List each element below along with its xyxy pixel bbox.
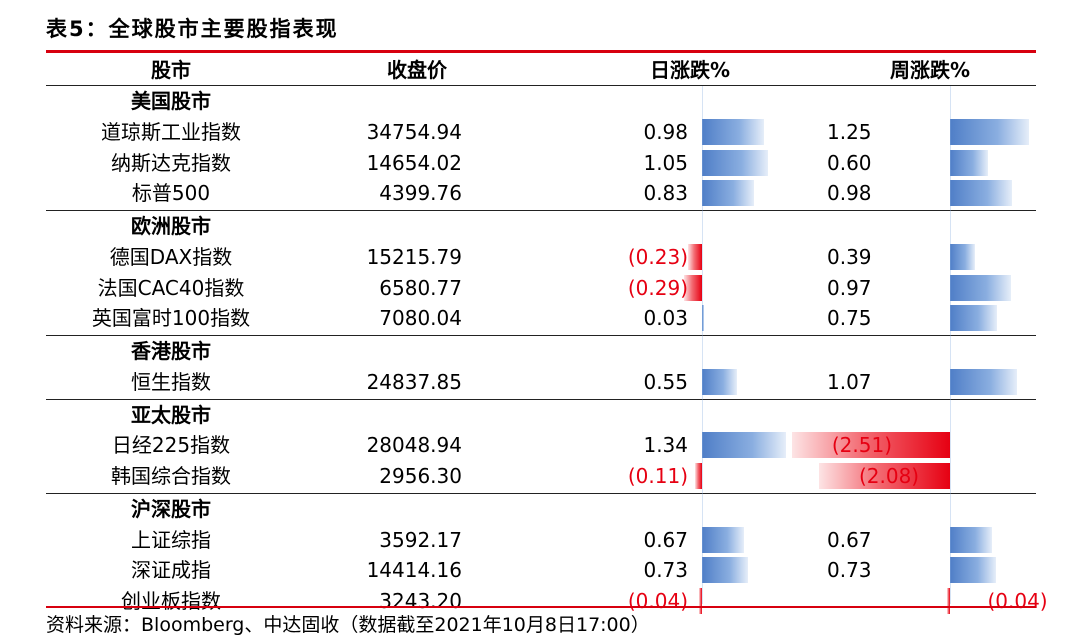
index-name: 法国CAC40指数: [97, 275, 245, 300]
index-name: 创业板指数: [121, 589, 221, 613]
daily-change-label: 1.05: [643, 150, 688, 175]
daily-change-label: 0.98: [643, 119, 688, 144]
weekly-change-label: (2.08): [858, 464, 920, 488]
header-close: 收盘价: [387, 58, 447, 82]
group-heading: 亚太股市: [131, 402, 211, 427]
index-name: 纳斯达克指数: [111, 150, 231, 175]
daily-bar: [687, 243, 702, 270]
daily-change-label: (0.11): [627, 464, 688, 488]
close-price: 28048.94: [366, 433, 462, 458]
weekly-zero-axis: [950, 86, 951, 604]
daily-bar: [702, 180, 755, 207]
close-price: 34754.94: [366, 119, 462, 144]
close-price: 7080.04: [379, 306, 462, 331]
group-heading: 香港股市: [131, 339, 211, 363]
close-price: 4399.76: [379, 181, 462, 206]
weekly-bar: [950, 368, 1018, 395]
index-name: 道琼斯工业指数: [101, 119, 241, 144]
daily-bar: [683, 274, 702, 301]
header-weekly: 周涨跌%: [889, 58, 971, 82]
close-price: 3243.20: [379, 589, 462, 613]
weekly-change-label: 0.60: [827, 150, 872, 175]
weekly-change-label: 0.73: [827, 558, 872, 583]
daily-bar: [702, 368, 737, 395]
daily-change-label: 1.34: [643, 433, 688, 458]
weekly-bar: [950, 149, 988, 176]
weekly-change-label: 0.98: [827, 181, 872, 206]
index-name: 韩国综合指数: [111, 464, 231, 488]
group-heading: 欧洲股市: [131, 214, 211, 238]
daily-change-label: 0.55: [643, 369, 688, 394]
daily-change-label: 0.73: [643, 558, 688, 583]
group-heading: 沪深股市: [131, 496, 211, 521]
daily-change-label: (0.04): [627, 589, 688, 613]
index-name: 恒生指数: [131, 369, 211, 394]
group-separator: [46, 492, 1036, 494]
weekly-bar: [950, 274, 1012, 301]
weekly-change-label: (2.51): [831, 433, 892, 458]
weekly-change-label: 0.97: [827, 275, 872, 300]
daily-change-label: (0.29): [627, 275, 688, 300]
close-price: 6580.77: [379, 275, 462, 300]
index-name: 深证成指: [131, 558, 211, 583]
top-red-rule: [46, 50, 1036, 53]
weekly-change-label: (0.04): [987, 589, 1048, 613]
weekly-change-label: 1.07: [827, 369, 872, 394]
index-name: 上证综指: [131, 527, 211, 552]
index-name: 英国富时100指数: [91, 306, 251, 331]
weekly-bar: [950, 557, 996, 584]
weekly-change-label: 0.75: [827, 306, 872, 331]
weekly-bar: [950, 118, 1029, 145]
close-price: 14654.02: [366, 150, 462, 175]
weekly-change-label: 1.25: [827, 119, 872, 144]
table-title: 表5：全球股市主要股指表现: [46, 17, 339, 41]
index-name: 日经225指数: [111, 433, 231, 458]
group-heading: 美国股市: [131, 89, 211, 113]
daily-change-label: (0.23): [627, 244, 688, 269]
group-separator: [46, 398, 1036, 400]
close-price: 2956.30: [379, 464, 462, 488]
weekly-change-label: 0.39: [827, 244, 872, 269]
daily-change-label: 0.67: [643, 527, 688, 552]
weekly-bar: [818, 463, 950, 489]
daily-change-label: 0.03: [643, 306, 688, 331]
close-price: 14414.16: [366, 558, 462, 583]
bottom-red-rule: [46, 606, 1036, 608]
weekly-bar: [950, 526, 993, 553]
daily-change-label: 0.83: [643, 181, 688, 206]
daily-zero-axis: [702, 86, 703, 604]
weekly-bar: [791, 432, 950, 459]
index-name: 标普500: [131, 181, 211, 206]
close-price: 3592.17: [379, 527, 462, 552]
daily-bar: [702, 557, 748, 584]
daily-bar: [702, 118, 764, 145]
weekly-bar: [950, 243, 975, 270]
daily-bar: [702, 149, 769, 176]
header-daily: 日涨跌%: [649, 58, 731, 82]
daily-bar: [702, 526, 745, 553]
daily-bar: [702, 305, 704, 332]
daily-bar: [699, 588, 702, 614]
weekly-bar: [950, 180, 1012, 207]
source-note: 资料来源：Bloomberg、中达固收（数据截至2021年10月8日17:00）: [46, 614, 650, 636]
weekly-bar: [947, 588, 950, 614]
daily-bar: [702, 432, 787, 459]
group-separator: [46, 335, 1036, 336]
group-separator: [46, 210, 1036, 211]
header-market: 股市: [151, 58, 191, 82]
close-price: 24837.85: [366, 369, 462, 394]
daily-bar: [695, 463, 702, 489]
weekly-bar: [950, 305, 998, 332]
header-rule: [46, 85, 1036, 86]
weekly-change-label: 0.67: [827, 527, 872, 552]
index-name: 德国DAX指数: [109, 244, 233, 269]
close-price: 15215.79: [366, 244, 462, 269]
